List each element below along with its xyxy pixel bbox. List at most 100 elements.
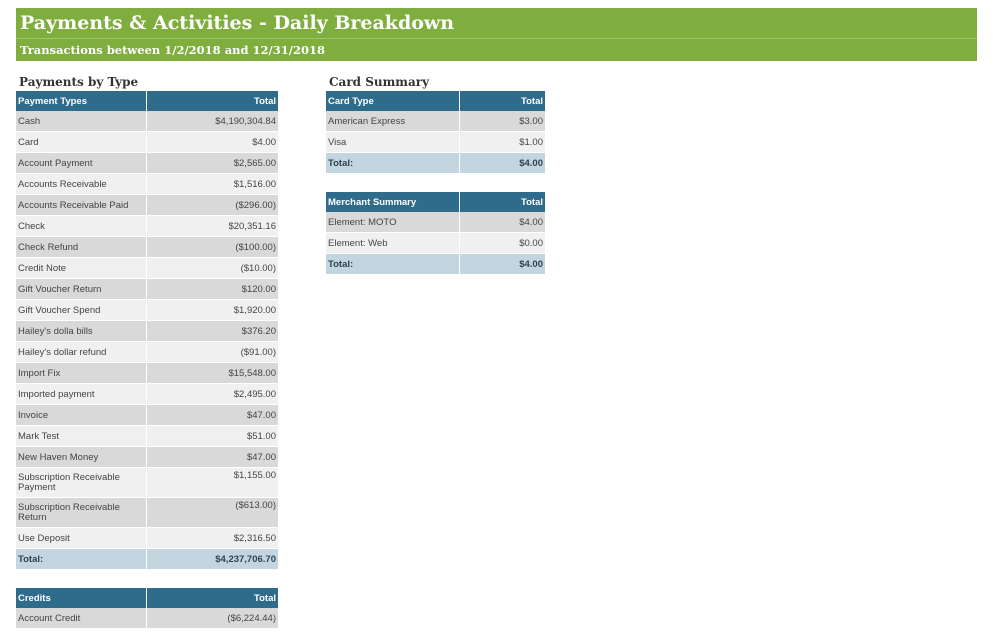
total-row: Total: $4.00 (326, 254, 545, 275)
table-row: Gift Voucher Spend $1,920.00 (16, 300, 278, 321)
card-type-label: American Express (326, 111, 460, 132)
table-row: Subscription Receivable Return ($613.00) (16, 498, 278, 528)
total-row: Total: $4.00 (326, 153, 545, 174)
column-header-total: Total (147, 588, 278, 608)
payment-type-label: Use Deposit (16, 528, 147, 549)
payment-type-total: $1,516.00 (147, 174, 278, 195)
table-header-row: Credits Total (16, 588, 278, 608)
table-row: Element: Web $0.00 (326, 233, 545, 254)
column-header-payment-types: Payment Types (16, 91, 147, 111)
total-label: Total: (326, 153, 460, 174)
card-type-total: $1.00 (460, 132, 545, 153)
column-header-merchant-summary: Merchant Summary (326, 192, 460, 212)
table-row: Hailey's dolla bills $376.20 (16, 321, 278, 342)
payment-type-label: Card (16, 132, 147, 153)
table-row: Check Refund ($100.00) (16, 237, 278, 258)
payment-type-total: ($91.00) (147, 342, 278, 363)
payment-type-label: Subscription Receivable Return (16, 498, 147, 528)
credit-total: ($6,224.44) (147, 608, 278, 629)
payment-type-total: $47.00 (147, 405, 278, 426)
table-row: Imported payment $2,495.00 (16, 384, 278, 405)
payment-type-label: Accounts Receivable (16, 174, 147, 195)
card-summary-heading: Card Summary (329, 75, 430, 89)
table-row: Check $20,351.16 (16, 216, 278, 237)
table-row: American Express $3.00 (326, 111, 545, 132)
payment-type-total: $1,920.00 (147, 300, 278, 321)
payments-by-type-heading: Payments by Type (19, 75, 139, 89)
payment-type-total: $47.00 (147, 447, 278, 468)
total-value: $4,237,706.70 (147, 549, 278, 570)
card-type-label: Visa (326, 132, 460, 153)
credit-label: Account Credit (16, 608, 147, 629)
payment-type-label: Credit Note (16, 258, 147, 279)
payment-type-label: Mark Test (16, 426, 147, 447)
table-row: Subscription Receivable Payment $1,155.00 (16, 468, 278, 498)
payment-type-total: ($296.00) (147, 195, 278, 216)
total-label: Total: (16, 549, 147, 570)
payment-type-total: $4,190,304.84 (147, 111, 278, 132)
payment-type-label: Subscription Receivable Payment (16, 468, 147, 498)
payment-type-total: $4.00 (147, 132, 278, 153)
total-value: $4.00 (460, 153, 545, 174)
payment-type-label: Gift Voucher Return (16, 279, 147, 300)
column-header-card-type: Card Type (326, 91, 460, 111)
report-header: Payments & Activities - Daily Breakdown … (16, 8, 977, 61)
payments-by-type-table: Payment Types Total Cash $4,190,304.84 Ca… (16, 91, 278, 570)
report-subtitle: Transactions between 1/2/2018 and 12/31/… (20, 43, 325, 57)
table-row: Use Deposit $2,316.50 (16, 528, 278, 549)
table-row: Accounts Receivable Paid ($296.00) (16, 195, 278, 216)
payment-type-total: ($613.00) (147, 498, 278, 528)
payment-type-label: Import Fix (16, 363, 147, 384)
payment-type-total: $120.00 (147, 279, 278, 300)
merchant-label: Element: Web (326, 233, 460, 254)
payment-type-total: $2,565.00 (147, 153, 278, 174)
payment-type-total: $2,316.50 (147, 528, 278, 549)
payment-type-total: $376.20 (147, 321, 278, 342)
table-row: Accounts Receivable $1,516.00 (16, 174, 278, 195)
table-row: Credit Note ($10.00) (16, 258, 278, 279)
payment-type-label: New Haven Money (16, 447, 147, 468)
table-header-row: Payment Types Total (16, 91, 278, 111)
table-row: Gift Voucher Return $120.00 (16, 279, 278, 300)
table-row: Account Credit ($6,224.44) (16, 608, 278, 629)
table-row: Cash $4,190,304.84 (16, 111, 278, 132)
total-label: Total: (326, 254, 460, 275)
table-row: Element: MOTO $4.00 (326, 212, 545, 233)
card-summary-table: Card Type Total American Express $3.00 Vi… (326, 91, 545, 174)
payment-type-total: $51.00 (147, 426, 278, 447)
payment-type-label: Check (16, 216, 147, 237)
credits-table: Credits Total Account Credit ($6,224.44) (16, 588, 278, 629)
payment-type-label: Accounts Receivable Paid (16, 195, 147, 216)
merchant-label: Element: MOTO (326, 212, 460, 233)
merchant-total: $4.00 (460, 212, 545, 233)
merchant-summary-table: Merchant Summary Total Element: MOTO $4.0… (326, 192, 545, 275)
payment-type-label: Hailey's dolla bills (16, 321, 147, 342)
payment-type-total: $1,155.00 (147, 468, 278, 498)
column-header-total: Total (147, 91, 278, 111)
payment-type-label: Imported payment (16, 384, 147, 405)
payment-type-total: $20,351.16 (147, 216, 278, 237)
table-row: New Haven Money $47.00 (16, 447, 278, 468)
column-header-credits: Credits (16, 588, 147, 608)
card-type-total: $3.00 (460, 111, 545, 132)
column-header-total: Total (460, 192, 545, 212)
table-row: Import Fix $15,548.00 (16, 363, 278, 384)
payment-type-total: $15,548.00 (147, 363, 278, 384)
table-row: Invoice $47.00 (16, 405, 278, 426)
payment-type-label: Cash (16, 111, 147, 132)
payment-type-label: Gift Voucher Spend (16, 300, 147, 321)
payment-type-label: Check Refund (16, 237, 147, 258)
table-header-row: Merchant Summary Total (326, 192, 545, 212)
payment-type-total: $2,495.00 (147, 384, 278, 405)
table-row: Mark Test $51.00 (16, 426, 278, 447)
merchant-total: $0.00 (460, 233, 545, 254)
table-row: Visa $1.00 (326, 132, 545, 153)
table-row: Account Payment $2,565.00 (16, 153, 278, 174)
table-row: Hailey's dollar refund ($91.00) (16, 342, 278, 363)
column-header-total: Total (460, 91, 545, 111)
payment-type-total: ($100.00) (147, 237, 278, 258)
table-row: Card $4.00 (16, 132, 278, 153)
payment-type-label: Account Payment (16, 153, 147, 174)
payment-type-label: Hailey's dollar refund (16, 342, 147, 363)
total-value: $4.00 (460, 254, 545, 275)
